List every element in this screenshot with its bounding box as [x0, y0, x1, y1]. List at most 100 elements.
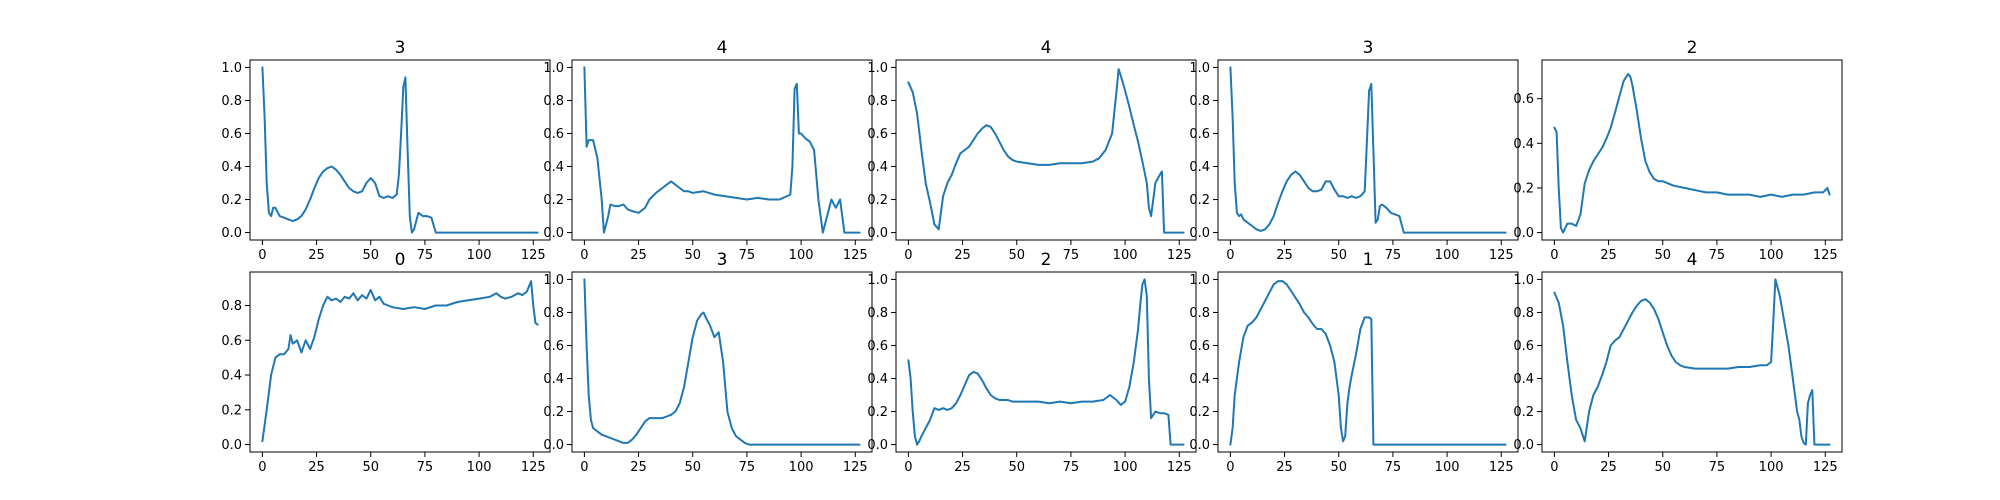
subplot-frame: [1541, 59, 1843, 241]
y-tick-label: 0.2: [1189, 193, 1210, 208]
x-tick-label: 50: [1654, 248, 1671, 263]
x-tick-label: 100: [1759, 248, 1784, 263]
x-tick-label: 0: [1550, 248, 1558, 263]
subplot-9: 1 0 25 50 75 100 125 0.0 0.2 0.4 0.6 0.8 1.0: [1189, 250, 1519, 475]
y-tick-label: 0.8: [221, 299, 242, 314]
y-tick-label: 0.4: [867, 160, 888, 175]
subplot-title: 3: [1363, 38, 1374, 58]
x-tick-label: 125: [1813, 460, 1838, 475]
x-tick-label: 125: [1167, 460, 1192, 475]
x-tick-label: 25: [1276, 248, 1293, 263]
x-tick-label: 75: [1385, 460, 1402, 475]
series-line: [1229, 280, 1507, 446]
y-tick-label: 1.0: [221, 61, 242, 76]
subplot-frame: [895, 59, 1197, 241]
x-tick-label: 0: [904, 248, 912, 263]
subplot-10: 4 0 25 50 75 100 125 0.0 0.2 0.4 0.6 0.8 1.0: [1513, 250, 1843, 475]
y-tick-label: 0.2: [1513, 405, 1534, 420]
x-tick-label: 50: [1330, 460, 1347, 475]
x-tick-label: 50: [1008, 460, 1025, 475]
x-tick-label: 25: [954, 248, 971, 263]
y-tick-label: 1.0: [867, 273, 888, 288]
y-tick-label: 0.0: [867, 226, 888, 241]
y-tick-label: 0.0: [867, 438, 888, 453]
y-tick-label: 0.6: [1189, 339, 1210, 354]
y-tick-label: 1.0: [543, 61, 564, 76]
x-tick-label: 75: [739, 248, 756, 263]
subplot-7: 3 0 25 50 75 100 125 0.0 0.2 0.4 0.6 0.8 1.0: [543, 250, 873, 475]
subplot-title: 2: [1687, 38, 1698, 58]
subplot-5: 2 0 25 50 75 100 125 0.0 0.2 0.4 0.6: [1513, 38, 1843, 263]
subplot-title: 4: [1041, 38, 1052, 58]
subplot-title: 4: [1687, 250, 1698, 270]
y-tick-label: 0.2: [867, 405, 888, 420]
y-tick-label: 1.0: [867, 61, 888, 76]
series-line: [261, 280, 539, 443]
subplot-title: 0: [395, 250, 406, 270]
x-tick-label: 25: [1600, 248, 1617, 263]
y-tick-label: 0.8: [1189, 306, 1210, 321]
y-tick-label: 0.4: [1189, 372, 1210, 387]
y-tick-label: 0.0: [1189, 438, 1210, 453]
y-tick-label: 0.8: [1513, 306, 1534, 321]
y-tick-label: 0.4: [543, 372, 564, 387]
y-tick-label: 0.6: [543, 339, 564, 354]
x-tick-label: 100: [789, 460, 814, 475]
x-tick-label: 125: [521, 248, 546, 263]
subplot-8: 2 0 25 50 75 100 125 0.0 0.2 0.4 0.6 0.8 1.0: [867, 250, 1197, 475]
y-tick-label: 0.8: [543, 306, 564, 321]
x-tick-label: 125: [1813, 248, 1838, 263]
y-tick-label: 0.2: [543, 193, 564, 208]
y-tick-label: 0.0: [543, 226, 564, 241]
series-line: [1553, 278, 1831, 446]
series-line: [907, 278, 1185, 446]
y-tick-label: 0.8: [543, 94, 564, 109]
y-tick-label: 1.0: [543, 273, 564, 288]
subplot-4: 3 0 25 50 75 100 125 0.0 0.2 0.4 0.6 0.8 1.0: [1189, 38, 1519, 263]
subplot-frame: [571, 59, 873, 241]
y-tick-label: 0.4: [867, 372, 888, 387]
y-tick-label: 0.4: [1513, 372, 1534, 387]
x-tick-label: 125: [843, 460, 868, 475]
x-tick-label: 25: [630, 248, 647, 263]
y-tick-label: 0.6: [1189, 127, 1210, 142]
y-tick-label: 1.0: [1513, 273, 1534, 288]
x-tick-label: 75: [739, 460, 756, 475]
y-tick-label: 0.6: [1513, 92, 1534, 107]
y-tick-label: 0.6: [543, 127, 564, 142]
x-tick-label: 75: [417, 248, 434, 263]
series-line: [261, 66, 539, 234]
subplot-frame: [1217, 59, 1519, 241]
x-tick-label: 125: [521, 460, 546, 475]
x-tick-label: 50: [362, 248, 379, 263]
y-tick-label: 0.2: [221, 193, 242, 208]
y-tick-label: 0.0: [221, 438, 242, 453]
x-tick-label: 75: [417, 460, 434, 475]
subplot-frame: [1217, 271, 1519, 453]
x-tick-label: 0: [580, 460, 588, 475]
x-tick-label: 75: [1063, 460, 1080, 475]
x-tick-label: 125: [843, 248, 868, 263]
y-tick-label: 0.2: [1513, 181, 1534, 196]
x-tick-label: 100: [467, 460, 492, 475]
subplot-frame: [249, 59, 551, 241]
x-tick-label: 0: [580, 248, 588, 263]
series-line: [583, 66, 861, 234]
x-tick-label: 50: [684, 248, 701, 263]
subplot-title: 2: [1041, 250, 1052, 270]
subplot-3: 4 0 25 50 75 100 125 0.0 0.2 0.4 0.6 0.8 1.0: [867, 38, 1197, 263]
y-tick-label: 0.2: [1189, 405, 1210, 420]
y-tick-label: 0.8: [867, 94, 888, 109]
subplot-title: 3: [717, 250, 728, 270]
y-tick-label: 0.0: [221, 226, 242, 241]
x-tick-label: 0: [258, 460, 266, 475]
series-line: [907, 68, 1185, 234]
x-tick-label: 75: [1709, 460, 1726, 475]
y-tick-label: 1.0: [1189, 61, 1210, 76]
x-tick-label: 100: [1113, 248, 1138, 263]
y-tick-label: 0.6: [867, 339, 888, 354]
y-tick-label: 0.6: [221, 334, 242, 349]
x-tick-label: 0: [1226, 460, 1234, 475]
x-tick-label: 50: [1008, 248, 1025, 263]
